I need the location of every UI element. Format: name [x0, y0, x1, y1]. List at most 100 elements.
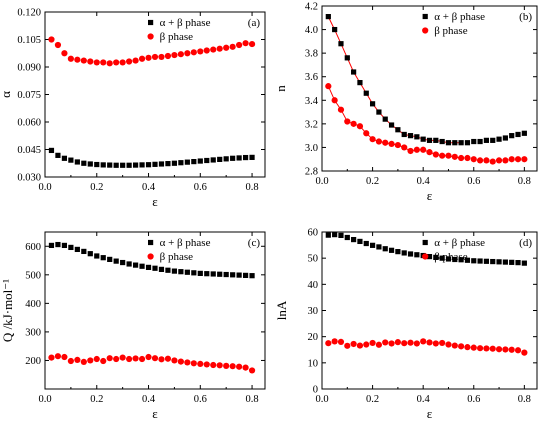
data-point	[414, 134, 420, 140]
data-point	[407, 339, 414, 346]
data-point	[151, 355, 159, 362]
data-point	[217, 271, 223, 277]
y-tick-label: 300	[25, 327, 41, 338]
data-point	[106, 60, 113, 67]
y-tick-label: 3.4	[305, 96, 319, 107]
data-point	[458, 343, 465, 350]
data-point	[458, 140, 464, 146]
data-point	[357, 80, 363, 86]
data-point	[236, 41, 243, 49]
data-point	[158, 266, 165, 272]
data-point	[495, 157, 503, 164]
x-tick-label: 0.0	[38, 182, 51, 193]
data-point	[178, 269, 184, 275]
data-point	[138, 355, 146, 363]
y-tick-label: 3.6	[305, 72, 318, 83]
data-point	[230, 272, 236, 278]
data-point	[61, 155, 68, 161]
data-point	[165, 267, 171, 273]
data-point	[464, 154, 471, 162]
data-point	[496, 136, 502, 142]
data-point	[132, 355, 139, 362]
data-point	[363, 90, 369, 96]
data-point	[80, 358, 87, 365]
data-point	[93, 59, 100, 66]
data-point	[338, 41, 344, 47]
data-point	[184, 269, 190, 275]
data-point	[107, 162, 113, 168]
data-point	[145, 353, 152, 361]
data-point	[508, 156, 515, 163]
data-point	[401, 250, 407, 256]
data-point	[178, 160, 184, 166]
data-point	[471, 258, 477, 264]
data-point	[509, 259, 515, 265]
data-point	[139, 263, 145, 269]
x-tick-label: 0.0	[315, 394, 328, 405]
legend-entry: β phase	[160, 31, 194, 43]
data-point	[388, 122, 395, 128]
data-point	[165, 161, 171, 167]
data-point	[113, 355, 120, 363]
data-point	[420, 338, 427, 345]
data-point	[236, 155, 242, 161]
panel-tag: (a)	[248, 17, 261, 29]
data-point	[394, 141, 401, 149]
panel-3: 0.0 0.2 0.4 0.6 0.8 0 10 20 30 40 50 60 ε lnA (d) α + β…	[274, 228, 538, 421]
fit-curve-0	[327, 16, 462, 144]
x-tick-label: 0.6	[467, 394, 480, 405]
data-point	[483, 258, 490, 264]
legend-entry: α + β phase	[160, 237, 211, 249]
y-tick-label: 500	[25, 270, 41, 281]
data-point	[401, 131, 407, 138]
data-point	[433, 137, 439, 143]
data-point	[509, 133, 515, 139]
data-point	[229, 43, 236, 50]
data-point	[113, 59, 120, 66]
series-0	[48, 147, 255, 168]
data-point	[158, 53, 165, 61]
data-point	[420, 136, 426, 142]
data-point	[369, 242, 376, 248]
data-point	[325, 232, 331, 238]
data-point	[464, 344, 471, 351]
data-point	[521, 156, 528, 163]
data-point	[458, 154, 465, 162]
y-tick-label: 0.090	[17, 63, 41, 74]
data-point	[489, 345, 496, 352]
x-axis-label: ε	[427, 406, 433, 421]
data-point	[152, 265, 158, 271]
data-point	[100, 162, 106, 168]
data-point	[61, 242, 68, 249]
data-point	[414, 252, 420, 258]
y-tick-label: 0.030	[17, 173, 41, 184]
legend-marker	[148, 19, 154, 26]
data-point	[203, 47, 210, 54]
data-point	[184, 359, 191, 366]
data-point	[113, 258, 119, 264]
legend-marker	[422, 27, 429, 34]
data-point	[80, 57, 87, 64]
data-point	[100, 357, 107, 365]
data-point	[401, 340, 408, 347]
x-tick-label: 0.2	[366, 394, 379, 405]
data-point	[197, 48, 204, 55]
data-point	[325, 14, 331, 20]
data-point	[483, 345, 490, 352]
data-point	[171, 357, 178, 364]
data-point	[395, 249, 401, 255]
data-point	[521, 349, 528, 356]
y-tick-label: 0.060	[17, 118, 41, 129]
data-point	[331, 338, 338, 345]
data-point	[325, 340, 332, 347]
data-point	[502, 157, 509, 164]
x-tick-label: 0.4	[417, 176, 431, 187]
data-point	[376, 244, 382, 250]
data-point	[81, 160, 87, 166]
data-point	[223, 156, 229, 162]
data-point	[120, 259, 126, 266]
x-tick-label: 0.0	[38, 394, 51, 405]
data-point	[332, 232, 338, 238]
data-point	[376, 109, 382, 115]
data-point	[48, 354, 55, 361]
